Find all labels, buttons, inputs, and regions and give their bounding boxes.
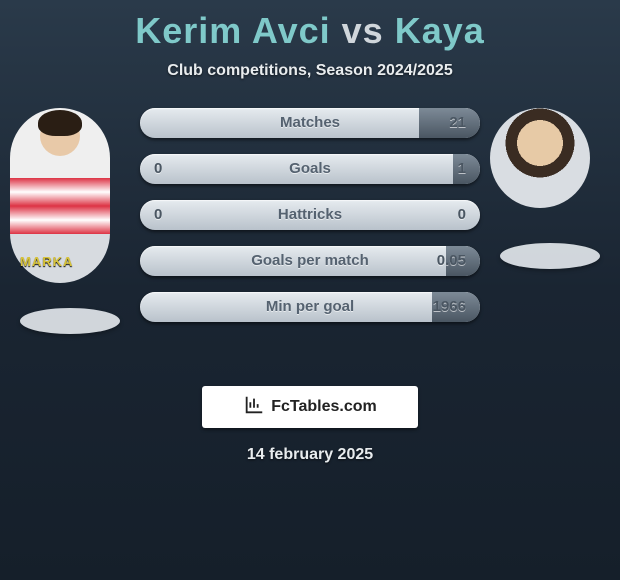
title-vs: vs [342,10,384,51]
stat-bars: Matches21Goals01Hattricks00Goals per mat… [140,108,480,338]
stat-right-value: 0 [458,200,466,230]
stat-label: Min per goal [140,292,480,322]
snapshot-date: 14 february 2025 [0,446,620,464]
stat-left-value: 0 [154,200,162,230]
player2-avatar [490,108,590,208]
comparison-arena: MARKA Matches21Goals01Hattricks00Goals p… [0,108,620,368]
stat-right-value: 0.05 [437,246,466,276]
stat-label: Goals per match [140,246,480,276]
branding-badge: FcTables.com [202,386,418,428]
stat-right-value: 21 [449,108,466,138]
stat-bar: Goals per match0.05 [140,246,480,276]
branding-text: FcTables.com [271,398,377,416]
player1-watermark: MARKA [20,254,73,269]
stat-bar: Hattricks0 0 [140,200,480,230]
stat-bar: Min per goal1966 [140,292,480,322]
player2-shadow [500,243,600,269]
stat-label: Goals [140,154,480,184]
player1-shadow [20,308,120,334]
stat-bar: Matches21 [140,108,480,138]
stat-right-value: 1966 [433,292,466,322]
title-player1: Kerim Avci [135,10,330,51]
subtitle: Club competitions, Season 2024/2025 [0,62,620,80]
chart-icon [243,394,265,421]
comparison-title: Kerim Avci vs Kaya [0,0,620,52]
stat-left-value: 0 [154,154,162,184]
stat-label: Hattricks [140,200,480,230]
stat-bar: Goals0 1 [140,154,480,184]
stat-label: Matches [140,108,480,138]
stat-right-value: 1 [458,154,466,184]
title-player2: Kaya [395,10,485,51]
